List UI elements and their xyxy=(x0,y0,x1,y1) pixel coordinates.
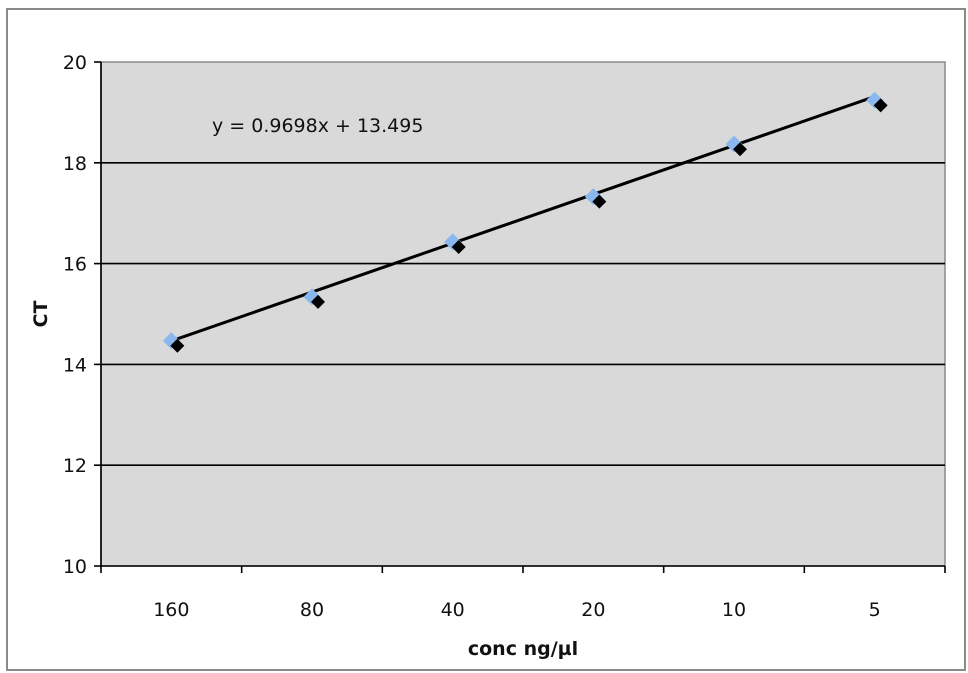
y-tick-label: 14 xyxy=(63,354,87,376)
y-tick-label: 16 xyxy=(63,254,87,276)
y-tick-label: 20 xyxy=(63,52,87,74)
trendline-equation: y = 0.9698x + 13.495 xyxy=(212,115,423,137)
x-tick-label: 80 xyxy=(300,599,324,621)
x-axis-title: conc ng/µl xyxy=(468,638,578,660)
y-tick-labels: 10 12 14 16 18 20 xyxy=(63,52,87,578)
data-point-series-2 xyxy=(873,98,888,113)
axes xyxy=(94,61,946,573)
data-point-series-2 xyxy=(733,142,747,157)
y-tick-label: 12 xyxy=(63,455,87,477)
y-tick-label: 18 xyxy=(63,153,87,175)
x-tick-label: 160 xyxy=(153,599,189,621)
gridlines xyxy=(101,162,945,467)
data-point-series-2 xyxy=(451,239,466,254)
x-tick-labels: 160 80 40 20 10 5 xyxy=(153,599,881,621)
plot-area xyxy=(100,61,946,567)
x-tick-label: 20 xyxy=(581,599,605,621)
trendline xyxy=(170,95,876,343)
x-tick-label: 5 xyxy=(869,599,881,621)
trendline-group xyxy=(170,95,876,343)
x-tick-label: 40 xyxy=(441,599,465,621)
data-point-series-2 xyxy=(592,194,607,209)
data-points xyxy=(162,91,888,353)
y-axis-title: CT xyxy=(30,301,52,328)
data-point-series-2 xyxy=(311,294,325,309)
y-tick-label: 10 xyxy=(63,556,87,578)
x-tick-label: 10 xyxy=(722,599,746,621)
data-point-series-2 xyxy=(170,338,185,353)
